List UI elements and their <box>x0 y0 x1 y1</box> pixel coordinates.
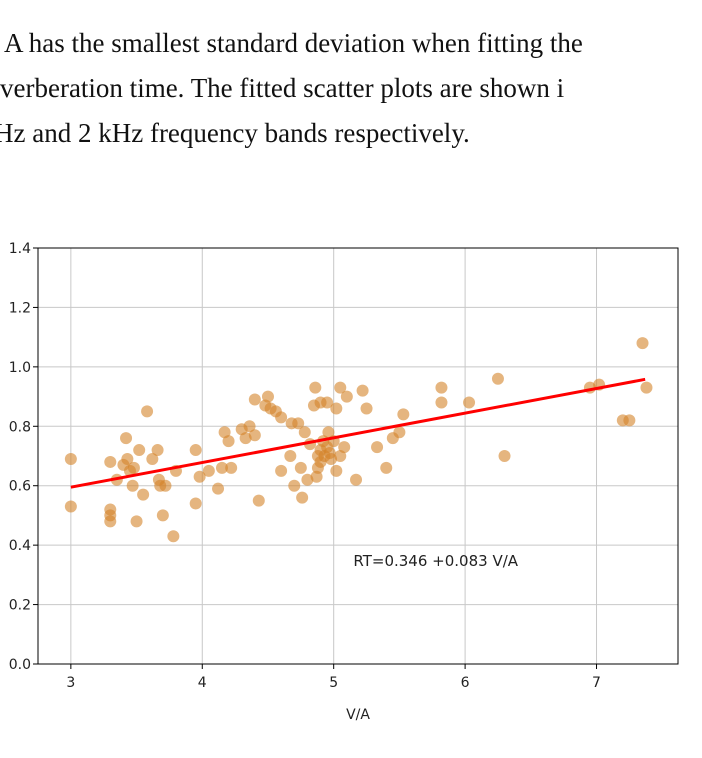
scatter-point <box>189 444 202 457</box>
y-tick-label: 1.2 <box>9 300 31 316</box>
scatter-point <box>126 479 139 492</box>
scatter-point <box>301 473 314 486</box>
scatter-point <box>623 414 636 427</box>
scatter-point <box>288 479 301 492</box>
scatter-point <box>156 509 169 522</box>
y-tick-label: 1.0 <box>9 360 31 376</box>
scatter-point <box>330 402 343 415</box>
scatter-point <box>239 432 252 445</box>
paragraph-line: Hz and 2 kHz frequency bands respectivel… <box>0 118 470 148</box>
scatter-point <box>325 452 338 465</box>
fit-line <box>70 377 646 489</box>
scatter-point <box>133 444 146 457</box>
scatter-point <box>130 515 143 528</box>
scatter-point <box>167 530 180 543</box>
scatter-point <box>463 396 476 409</box>
x-tick-label: 7 <box>592 675 601 691</box>
scatter-point <box>137 488 150 501</box>
scatter-point <box>292 417 305 430</box>
scatter-point <box>104 515 117 528</box>
y-tick-label: 0.2 <box>9 598 31 614</box>
scatter-point <box>640 381 653 394</box>
x-tick-label: 4 <box>198 675 207 691</box>
scatter-point <box>243 420 256 433</box>
scatter-point <box>121 452 134 465</box>
scatter-point <box>393 426 406 439</box>
scatter-point <box>356 384 369 397</box>
scatter-point <box>189 497 202 510</box>
x-tick-label: 6 <box>461 675 470 691</box>
scatter-point <box>151 444 164 457</box>
scatter-point <box>146 452 159 465</box>
scatter-point <box>296 491 309 504</box>
y-tick-label: 1.4 <box>9 241 31 257</box>
scatter-point <box>350 473 363 486</box>
scatter-point <box>261 390 274 403</box>
scatter-point <box>298 426 311 439</box>
scatter-point <box>294 461 307 474</box>
x-axis-label: V/A <box>346 707 370 723</box>
scatter-point <box>322 426 335 439</box>
annotation: RT=0.346 +0.083 V/A <box>353 552 518 570</box>
scatter-point <box>435 396 448 409</box>
scatter-point <box>222 435 235 448</box>
scatter-point <box>371 441 384 454</box>
scatter-point <box>330 464 343 477</box>
scatter-point <box>338 441 351 454</box>
scatter-point <box>104 455 117 468</box>
scatter-point <box>380 461 393 474</box>
scatter-point <box>275 411 288 424</box>
scatter-point <box>252 494 265 507</box>
scatter-point <box>309 381 322 394</box>
scatter-point <box>193 470 206 483</box>
scatter-point <box>215 461 228 474</box>
y-tick-label: 0.4 <box>9 538 31 554</box>
y-tick-label: 0.0 <box>9 657 31 673</box>
scatter-point <box>212 482 225 495</box>
scatter-point <box>340 390 353 403</box>
scatter-point <box>120 432 133 445</box>
scatter-point <box>636 337 649 350</box>
scatter-point <box>360 402 373 415</box>
scatter-point <box>498 450 511 462</box>
scatter-point <box>64 452 77 465</box>
paragraph-line: verberation time. The fitted scatter plo… <box>0 73 564 103</box>
plot-frame <box>37 247 679 665</box>
scatter-point <box>141 405 154 418</box>
scatter-point <box>397 408 410 421</box>
scatter-point <box>127 461 140 474</box>
scatter-point <box>321 396 334 409</box>
scatter-point <box>202 464 215 477</box>
scatter-point <box>284 450 297 462</box>
scatter-point <box>159 479 172 492</box>
x-tick-label: 3 <box>66 675 75 691</box>
x-tick-label: 5 <box>329 675 338 691</box>
scatter-point <box>275 464 288 477</box>
scatter-point <box>435 381 448 394</box>
y-tick-label: 0.8 <box>9 419 31 435</box>
paragraph-line: A has the smallest standard deviation wh… <box>4 28 583 58</box>
y-tick-label: 0.6 <box>9 479 31 495</box>
scatter-point <box>64 500 77 513</box>
scatter-point <box>334 381 347 394</box>
scatter-point <box>248 393 261 406</box>
scatter-point <box>310 470 323 483</box>
scatter-point <box>248 429 261 442</box>
scatter-point <box>225 461 238 474</box>
scatter-point <box>491 372 504 385</box>
